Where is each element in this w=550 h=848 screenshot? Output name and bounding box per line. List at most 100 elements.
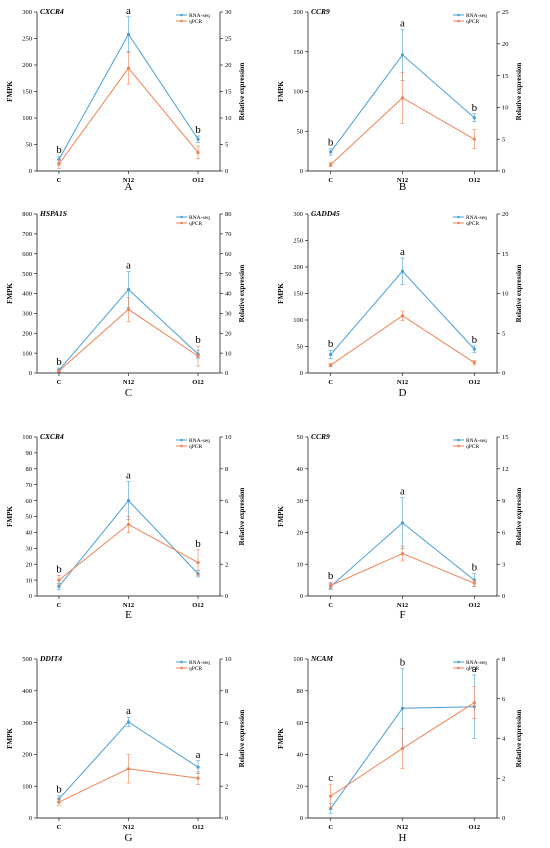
data-point (126, 767, 131, 771)
x-tick-label: N12 (397, 379, 408, 386)
chart-panel-c: 0 100 200 300 400 500 600 700 800 0 10 20 30 40 50 60 70… (6, 209, 246, 399)
right-tick-label: 60 (225, 251, 232, 258)
significance-letter: b (195, 124, 201, 136)
x-tick-label: C (57, 379, 62, 386)
x-tick-label: O12 (469, 379, 481, 386)
left-tick-label: 200 (22, 62, 32, 69)
left-tick-label: 500 (22, 656, 32, 663)
left-tick-label: 200 (293, 9, 303, 16)
significance-letter: a (472, 663, 477, 675)
panel-letter: G (125, 832, 133, 844)
chart-panel-h: 0 20 40 60 80 100 0 2 4 6 8 C N12 O12 FMPK Relative exp… (277, 654, 523, 844)
data-point (400, 53, 405, 57)
left-tick-label: 20 (297, 783, 304, 790)
right-tick-label: 30 (225, 311, 232, 318)
y-axis-title: FMPK (277, 81, 285, 102)
left-tick-label: 0 (29, 370, 32, 377)
legend-label: RNA-seq (466, 660, 487, 666)
x-tick-label: C (328, 379, 333, 386)
right-tick-label: 0 (502, 370, 505, 377)
data-point (196, 150, 200, 155)
data-point (400, 96, 405, 100)
y-axis-title: FMPK (277, 283, 285, 304)
right-tick-label: 25 (225, 36, 232, 43)
right-tick-label: 15 (502, 434, 509, 441)
right-tick-label: 20 (502, 211, 509, 218)
data-point (196, 561, 200, 565)
left-tick-label: 60 (26, 498, 33, 505)
significance-letter: b (472, 334, 478, 346)
data-point (126, 522, 131, 527)
data-point (126, 66, 131, 70)
right-tick-label: 8 (502, 656, 505, 663)
data-point (329, 352, 333, 357)
left-tick-label: 300 (293, 211, 303, 218)
right-tick-label: 0 (225, 815, 228, 822)
chart-panel-a: 0 50 100 150 200 250 300 0 5 10 15 20 25 30 C N12 O12 FMP… (6, 5, 246, 193)
data-point (57, 162, 61, 166)
x-tick-label: N12 (397, 824, 408, 831)
right-tick-label: 10 (225, 350, 232, 357)
left-tick-label: 50 (297, 434, 304, 441)
left-tick-label: 50 (26, 142, 33, 149)
y-axis-title: FMPK (6, 81, 14, 102)
significance-letter: b (472, 102, 478, 114)
significance-letter: a (126, 5, 131, 17)
left-tick-label: 600 (22, 251, 32, 258)
x-tick-label: C (328, 602, 333, 609)
legend-label: qPCR (189, 666, 202, 672)
right-tick-label: 20 (502, 41, 509, 48)
legend-marker (180, 666, 183, 670)
data-point (126, 287, 131, 292)
significance-letter: b (56, 784, 62, 796)
legend-marker (457, 444, 460, 448)
left-tick-label: 300 (22, 720, 32, 727)
data-point (126, 720, 131, 724)
x-tick-label: C (57, 602, 62, 609)
left-tick-label: 40 (297, 466, 304, 473)
y2-axis-title: Relative expression (238, 710, 246, 768)
significance-letter: b (472, 562, 478, 574)
gene-name: NCAM (310, 654, 333, 663)
left-tick-label: 0 (29, 168, 32, 175)
legend-label: RNA-seq (189, 13, 210, 19)
left-tick-label: 150 (293, 291, 303, 298)
gene-name: CCR9 (311, 7, 330, 16)
legend-marker (180, 215, 183, 219)
y2-axis-title: Relative expression (515, 488, 523, 546)
left-tick-label: 200 (22, 330, 32, 337)
y-axis-title: FMPK (6, 506, 14, 527)
right-tick-label: 50 (225, 271, 232, 278)
right-tick-label: 40 (225, 291, 232, 298)
panel-letter: D (399, 387, 407, 399)
gene-name: CXCR4 (40, 7, 64, 16)
x-tick-label: O12 (469, 824, 481, 831)
left-tick-label: 10 (26, 577, 33, 584)
data-point (400, 269, 405, 273)
data-point (196, 776, 200, 780)
left-tick-label: 80 (26, 466, 33, 473)
significance-letter: a (400, 485, 405, 497)
left-tick-label: 50 (297, 344, 304, 351)
left-tick-label: 40 (26, 530, 33, 537)
legend-marker (457, 438, 460, 442)
left-tick-label: 500 (22, 271, 32, 278)
x-tick-label: N12 (123, 824, 134, 831)
significance-letter: b (195, 538, 201, 550)
chart-panel-e: 0 10 20 30 40 50 60 70 80 90 100 0 2 4 6 8 10 C N12 O12 FMPK… (6, 432, 246, 621)
left-tick-label: 0 (300, 815, 303, 822)
y-axis-title: FMPK (277, 506, 285, 527)
significance-letter: a (126, 705, 131, 717)
legend-label: qPCR (466, 666, 479, 672)
data-point (400, 706, 405, 710)
left-tick-label: 100 (22, 783, 32, 790)
chart-panel-f: 0 10 20 30 40 50 0 3 6 9 12 15 C N12 O12 FMPK Relative e… (277, 432, 523, 621)
left-tick-label: 400 (22, 688, 32, 695)
left-tick-label: 50 (26, 514, 33, 521)
significance-letter: c (328, 772, 333, 784)
left-tick-label: 250 (293, 238, 303, 245)
legend-label: qPCR (466, 444, 479, 450)
panel-letter: A (125, 181, 133, 193)
left-tick-label: 0 (300, 370, 303, 377)
significance-letter: b (56, 144, 62, 156)
